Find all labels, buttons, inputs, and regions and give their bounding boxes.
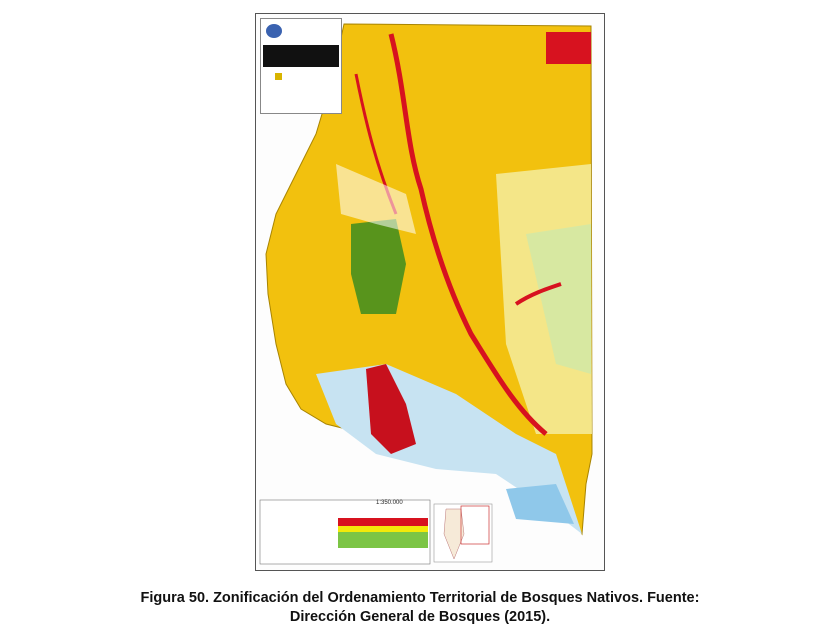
map-scale: 1:350.000 — [376, 500, 403, 506]
legend-red — [338, 518, 428, 526]
map-title-band — [263, 45, 339, 67]
map-figure: 1:350.000 — [255, 13, 605, 571]
figure-caption: Figura 50. Zonificación del Ordenamiento… — [0, 589, 840, 627]
legend-swatch — [275, 73, 282, 80]
caption-line-2: Dirección General de Bosques (2015). — [289, 609, 551, 625]
agency-logo — [266, 24, 282, 38]
zoning-map — [259, 23, 593, 565]
locator-argentina — [443, 508, 465, 560]
red-strip-east — [514, 282, 562, 306]
green-zone-east — [526, 224, 591, 374]
green-zone-central — [351, 219, 406, 314]
caption-line-1: Figura 50. Zonificación del Ordenamiento… — [140, 590, 700, 606]
legend-green — [338, 532, 428, 548]
water-zone-southeast — [506, 484, 574, 524]
locator-inset — [460, 505, 490, 545]
red-zone-northeast — [546, 32, 591, 64]
white-zone-central — [336, 164, 416, 234]
red-zone-south — [366, 364, 416, 454]
red-corridor-main — [388, 33, 548, 436]
legend-yellow — [338, 526, 428, 532]
map-title-block — [260, 18, 342, 114]
